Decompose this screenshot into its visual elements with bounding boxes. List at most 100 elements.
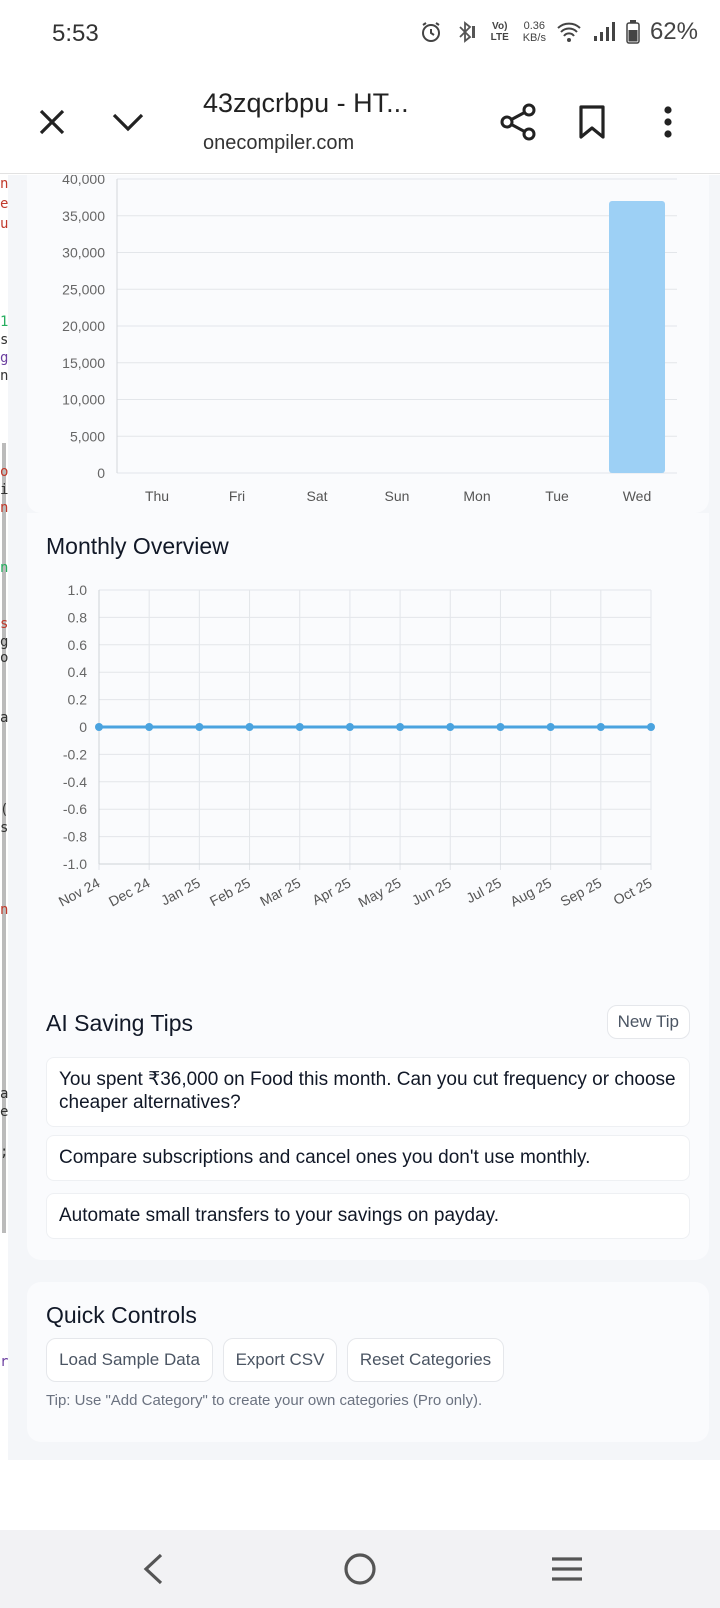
net-speed-unit: KB/s bbox=[522, 32, 546, 44]
x-tick-label: Fri bbox=[229, 488, 245, 504]
system-nav-bar bbox=[0, 1530, 720, 1608]
underlying-code-strip: n e u 1 s g n o i n n s g o a(s n a e; r bbox=[0, 175, 8, 1460]
blank-area bbox=[0, 1460, 720, 1530]
x-tick-label: Jun 25 bbox=[409, 874, 454, 908]
status-icons: Vo) LTE 0.36 KB/s 62% bbox=[419, 18, 698, 46]
code-fragment: o bbox=[0, 650, 9, 666]
x-tick-label: Wed bbox=[623, 488, 652, 504]
code-fragment: a bbox=[0, 710, 9, 726]
load-sample-data-button[interactable]: Load Sample Data bbox=[46, 1338, 213, 1382]
y-tick-label: 35,000 bbox=[62, 208, 105, 224]
code-fragment: o bbox=[0, 464, 9, 480]
home-icon[interactable] bbox=[335, 1544, 385, 1594]
tip-item: Automate small transfers to your savings… bbox=[46, 1193, 690, 1239]
bluetooth-icon bbox=[453, 20, 477, 44]
code-fragment: ( bbox=[0, 802, 9, 818]
code-fragment: 1 bbox=[0, 314, 9, 330]
more-vert-icon[interactable] bbox=[644, 98, 692, 146]
y-tick-label: 40,000 bbox=[62, 175, 105, 187]
x-tick-label: Nov 24 bbox=[56, 874, 103, 909]
code-fragment: n bbox=[0, 560, 9, 576]
y-tick-label: 20,000 bbox=[62, 318, 105, 334]
data-point[interactable] bbox=[345, 723, 354, 731]
y-tick-label: 0.8 bbox=[68, 609, 88, 625]
data-point[interactable] bbox=[546, 723, 555, 731]
battery-icon bbox=[626, 20, 640, 44]
code-fragment: s bbox=[0, 820, 9, 836]
y-tick-label: -0.2 bbox=[63, 746, 87, 762]
data-point[interactable] bbox=[446, 723, 455, 731]
x-tick-label: Sun bbox=[385, 488, 410, 504]
weekly-chart-card: 40,000 35,000 30,000 25,000 20,000 15,000 10,0… bbox=[27, 175, 709, 513]
close-icon[interactable] bbox=[28, 98, 76, 146]
new-tip-button[interactable]: New Tip bbox=[606, 1005, 690, 1039]
y-tick-label: -0.6 bbox=[63, 801, 87, 817]
data-point[interactable] bbox=[295, 723, 304, 731]
x-tick-label: Mon bbox=[463, 488, 490, 504]
y-tick-label: 30,000 bbox=[62, 245, 105, 261]
data-point[interactable] bbox=[647, 723, 655, 731]
x-tick-label: Tue bbox=[545, 488, 569, 504]
signal-icon bbox=[592, 21, 616, 43]
code-fragment: e bbox=[0, 196, 9, 212]
page-title[interactable]: 43zqcrbpu - HT... bbox=[203, 88, 409, 118]
data-point[interactable] bbox=[95, 723, 103, 731]
data-point[interactable] bbox=[496, 723, 505, 731]
bookmark-icon[interactable] bbox=[568, 98, 616, 146]
recents-icon[interactable] bbox=[542, 1544, 592, 1594]
reset-categories-button[interactable]: Reset Categories bbox=[347, 1338, 504, 1382]
code-fragment: n bbox=[0, 176, 9, 192]
code-fragment: n bbox=[0, 500, 9, 516]
back-icon[interactable] bbox=[128, 1544, 178, 1594]
volte-icon: Vo) LTE bbox=[490, 21, 509, 43]
data-point[interactable] bbox=[145, 723, 154, 731]
web-content[interactable]: n e u 1 s g n o i n n s g o a(s n a e; r 40,000 35,000 30,00… bbox=[0, 175, 720, 1460]
y-tick-label: 15,000 bbox=[62, 355, 105, 371]
code-fragment: n bbox=[0, 368, 9, 384]
x-tick-label: Mar 25 bbox=[257, 874, 303, 909]
code-fragment: ; bbox=[0, 1144, 9, 1160]
x-tick-label: Jul 25 bbox=[463, 874, 504, 906]
share-icon[interactable] bbox=[494, 98, 542, 146]
code-fragment: s bbox=[0, 616, 9, 632]
x-tick-label: Sat bbox=[306, 488, 327, 504]
bar[interactable] bbox=[609, 201, 665, 474]
wifi-icon bbox=[556, 21, 582, 43]
y-tick-label: 0 bbox=[97, 465, 105, 481]
battery-percent: 62% bbox=[649, 18, 698, 45]
code-fragment: r bbox=[0, 1354, 9, 1370]
ai-tips-title: AI Saving Tips bbox=[46, 1010, 194, 1036]
y-tick-label: 0.4 bbox=[68, 664, 88, 680]
quick-controls-card: Quick Controls Load Sample Data Export C… bbox=[27, 1282, 709, 1442]
scroll-track[interactable] bbox=[2, 443, 6, 1233]
status-time: 5:53 bbox=[52, 20, 99, 47]
export-csv-button[interactable]: Export CSV bbox=[223, 1338, 337, 1382]
x-tick-label: Jan 25 bbox=[158, 874, 203, 908]
x-tick-label: Apr 25 bbox=[309, 874, 353, 908]
code-fragment: u bbox=[0, 216, 9, 232]
y-tick-label: 0 bbox=[79, 719, 87, 735]
net-speed-value: 0.36 bbox=[523, 20, 546, 32]
y-tick-label: -0.4 bbox=[63, 774, 87, 790]
status-bar: 5:53 Vo) LTE 0.36 KB/s 62% bbox=[0, 0, 720, 70]
y-tick-label: 25,000 bbox=[62, 281, 105, 297]
page-url[interactable]: onecompiler.com bbox=[203, 132, 355, 154]
chevron-down-icon[interactable] bbox=[104, 98, 152, 146]
data-point[interactable] bbox=[195, 723, 204, 731]
y-tick-label: 10,000 bbox=[62, 392, 105, 408]
quick-controls-tip: Tip: Use "Add Category" to create your o… bbox=[46, 1392, 483, 1409]
data-point[interactable] bbox=[596, 723, 605, 731]
x-tick-label: Sep 25 bbox=[558, 874, 605, 909]
y-tick-label: 1.0 bbox=[68, 582, 88, 598]
x-tick-label: Oct 25 bbox=[610, 874, 654, 908]
weekly-bar-chart: 40,000 35,000 30,000 25,000 20,000 15,000 10,0… bbox=[62, 175, 677, 504]
browser-toolbar: 43zqcrbpu - HT... onecompiler.com bbox=[0, 70, 720, 174]
tip-item: You spent ₹36,000 on Food this month. Ca… bbox=[46, 1057, 690, 1127]
y-tick-label: 5,000 bbox=[70, 428, 105, 444]
y-tick-label: 0.6 bbox=[68, 637, 88, 653]
data-point[interactable] bbox=[396, 723, 405, 731]
monthly-overview-title: Monthly Overview bbox=[46, 533, 229, 559]
x-tick-label: Dec 24 bbox=[106, 874, 153, 909]
code-fragment: a bbox=[0, 1086, 9, 1102]
data-point[interactable] bbox=[245, 723, 254, 731]
